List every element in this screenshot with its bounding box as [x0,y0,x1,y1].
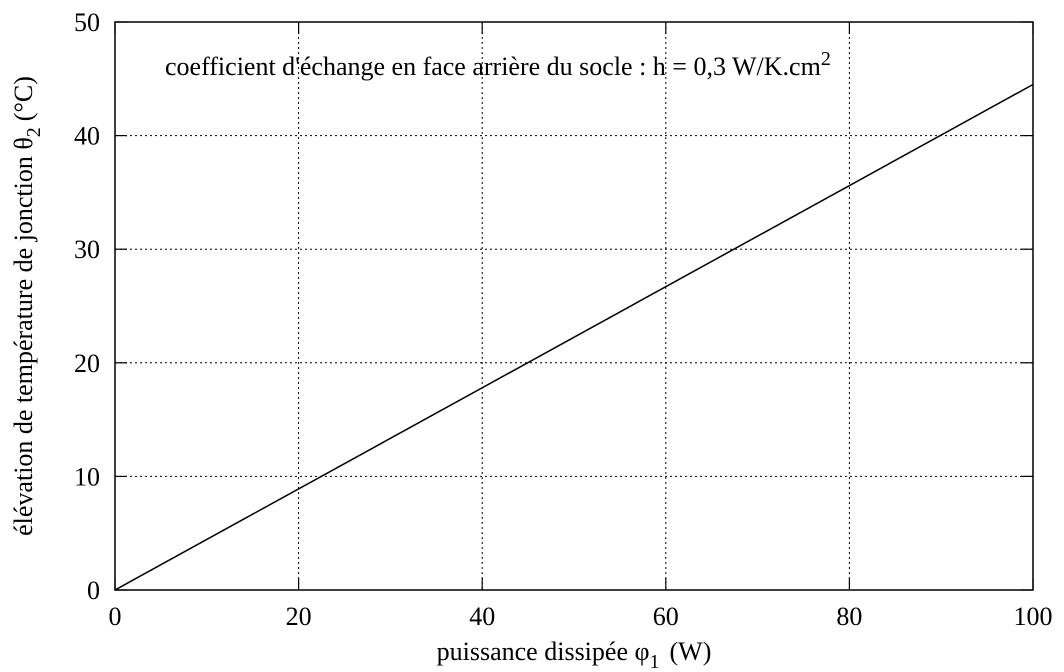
y-tick-label: 50 [74,8,100,37]
y-label-sub: 2 [23,127,45,137]
y-label-text: élévation de température de jonction θ [9,137,38,536]
x-axis-label: puissance dissipée φ1 (W) [437,637,712,672]
x-tick-label: 40 [469,602,495,631]
y-axis-label: élévation de température de jonction θ2 (… [9,76,45,536]
x-label-sub: 1 [650,651,660,672]
series-line [114,83,1034,591]
x-label-text: puissance dissipée φ [437,637,650,666]
y-tick-label: 10 [74,462,100,491]
x-tick-label: 60 [653,602,679,631]
x-tick-label: 20 [286,602,312,631]
x-tick-label: 80 [836,602,862,631]
annotation-sup: 2 [821,48,831,70]
annotation-text: coefficient d'échange en face arrière du… [165,52,821,81]
plot-frame [114,21,1034,591]
y-tick-label: 0 [87,576,100,605]
y-tick-label: 40 [74,122,100,151]
y-tick-label: 30 [74,235,100,264]
x-label-unit: (W) [670,637,712,666]
y-tick-label: 20 [74,349,100,378]
x-tick-label: 0 [109,602,122,631]
y-label-unit: (°C) [9,76,38,121]
x-tick-label: 100 [1014,602,1053,631]
annotation: coefficient d'échange en face arrière du… [165,48,831,81]
